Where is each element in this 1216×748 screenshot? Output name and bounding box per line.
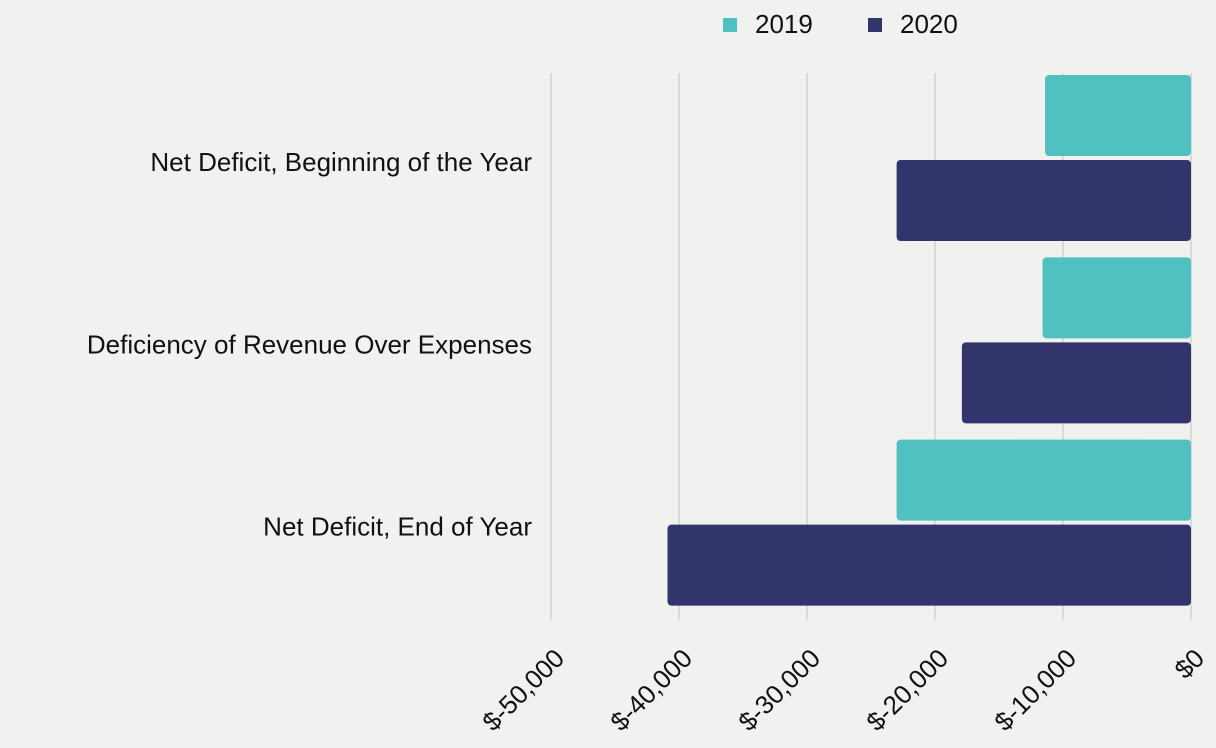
bar — [961, 342, 1191, 424]
x-tick-label: $0 — [1168, 643, 1210, 685]
bar — [896, 439, 1191, 521]
bar — [667, 524, 1191, 606]
x-tick-label: $-10,000 — [988, 643, 1082, 737]
y-tick-label: Net Deficit, Beginning of the Year — [150, 147, 532, 177]
bar — [896, 160, 1191, 241]
legend-label: 2020 — [900, 9, 958, 39]
x-tick-label: $-20,000 — [860, 643, 954, 737]
bar — [1042, 257, 1191, 339]
x-tick-label: $-30,000 — [732, 643, 826, 737]
legend-label: 2019 — [755, 9, 813, 39]
y-tick-label: Deficiency of Revenue Over Expenses — [87, 329, 532, 359]
x-tick-label: $-40,000 — [604, 643, 698, 737]
legend-swatch — [868, 18, 882, 32]
y-tick-label: Net Deficit, End of Year — [263, 512, 532, 542]
bar — [1045, 75, 1191, 156]
legend-swatch — [723, 18, 737, 32]
x-tick-label: $-50,000 — [476, 643, 570, 737]
